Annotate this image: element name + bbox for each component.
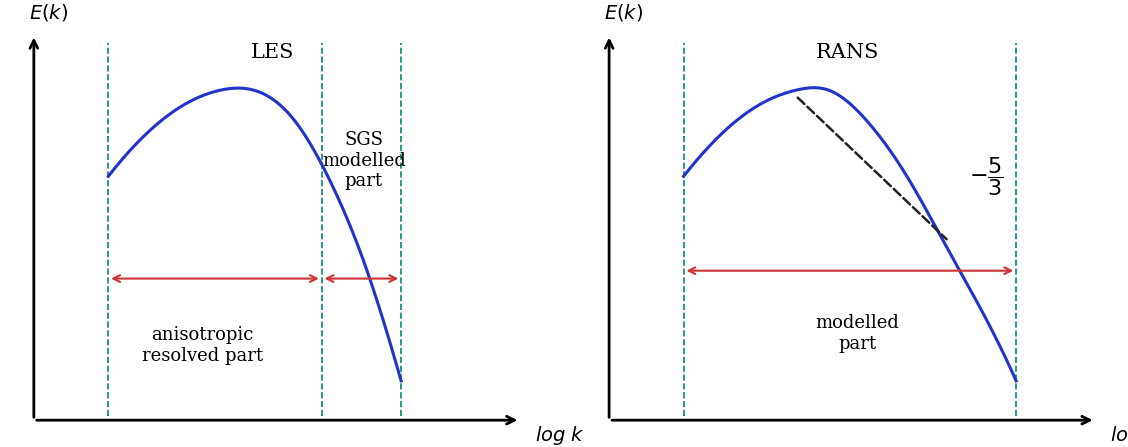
Text: LES: LES bbox=[250, 42, 293, 62]
Text: log $k$: log $k$ bbox=[1110, 424, 1128, 447]
Text: $E(k)$: $E(k)$ bbox=[29, 2, 68, 23]
Text: modelled
part: modelled part bbox=[816, 314, 899, 353]
Text: log $k$: log $k$ bbox=[535, 424, 585, 447]
Text: anisotropic
resolved part: anisotropic resolved part bbox=[142, 326, 263, 365]
Text: $-\dfrac{5}{3}$: $-\dfrac{5}{3}$ bbox=[969, 155, 1004, 198]
Text: $E(k)$: $E(k)$ bbox=[605, 2, 643, 23]
Text: RANS: RANS bbox=[816, 42, 879, 62]
Text: SGS
modelled
part: SGS modelled part bbox=[321, 131, 406, 190]
